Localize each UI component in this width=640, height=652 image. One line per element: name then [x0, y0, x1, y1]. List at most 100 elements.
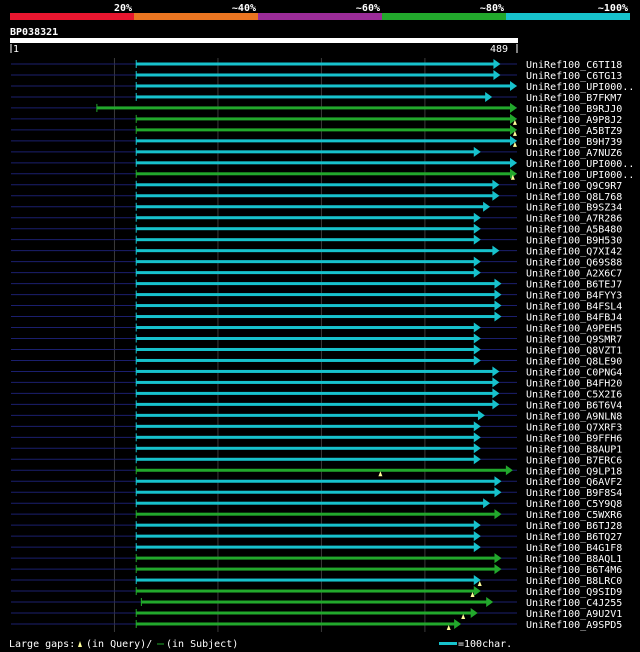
hit-row[interactable]: UniRef100_A7NUZ6: [11, 146, 622, 159]
hit-label[interactable]: UniRef100_Q9SMR7: [526, 335, 622, 346]
hit-bar[interactable]: [136, 62, 495, 66]
hit-row[interactable]: UniRef100_UPI000..: [11, 80, 634, 93]
hit-label[interactable]: UniRef100_B9RJJ0: [526, 104, 622, 115]
hit-bar[interactable]: [136, 282, 496, 286]
hit-bar[interactable]: [136, 402, 494, 406]
hit-row[interactable]: UniRef100_Q8VZT1: [11, 344, 622, 356]
hit-row[interactable]: UniRef100_C6TG13: [11, 69, 622, 82]
hit-row[interactable]: UniRef100_A2X6C7: [11, 267, 622, 280]
hit-row[interactable]: UniRef100_B8LRC0: [11, 575, 622, 587]
hit-bar[interactable]: [136, 84, 511, 88]
hit-label[interactable]: UniRef100_C5Y9Q8: [526, 499, 622, 510]
hit-bar[interactable]: [136, 622, 456, 626]
hit-row[interactable]: UniRef100_B4FBJ4: [11, 311, 622, 324]
hit-label[interactable]: UniRef100_A9NLN8: [526, 411, 622, 422]
hit-bar[interactable]: [136, 271, 475, 275]
hit-row[interactable]: UniRef100_A5B480: [11, 223, 622, 236]
hit-row[interactable]: UniRef100_Q6AVF2: [11, 476, 622, 488]
hit-label[interactable]: UniRef100_B6TJ28: [526, 521, 622, 532]
hit-row[interactable]: UniRef100_Q9SID9: [11, 586, 622, 598]
hit-row[interactable]: UniRef100_Q7XRF3: [11, 421, 622, 433]
hit-bar[interactable]: [136, 227, 475, 231]
hit-row[interactable]: UniRef100_A9U2V1: [11, 608, 622, 620]
hit-label[interactable]: UniRef100_Q8LE90: [526, 356, 622, 367]
hit-row[interactable]: UniRef100_A5BTZ9: [11, 124, 622, 137]
hit-label[interactable]: UniRef100_B4FYY3: [526, 291, 622, 302]
hit-label[interactable]: UniRef100_B9F8S4: [526, 488, 622, 499]
hit-label[interactable]: UniRef100_B6TQ27: [526, 532, 622, 543]
hit-row[interactable]: UniRef100_B6T6V4: [11, 399, 622, 411]
hit-bar[interactable]: [136, 315, 496, 319]
hit-label[interactable]: UniRef100_A9PEH5: [526, 324, 622, 335]
hit-label[interactable]: UniRef100_Q9C9R7: [526, 181, 622, 192]
hit-label[interactable]: UniRef100_Q9SID9: [526, 587, 622, 598]
hit-bar[interactable]: [136, 194, 494, 198]
hit-label[interactable]: UniRef100_A5BTZ9: [526, 126, 622, 137]
hit-label[interactable]: UniRef100_Q69S88: [526, 258, 622, 269]
hit-row[interactable]: UniRef100_B6TQ27: [11, 531, 622, 543]
hit-row[interactable]: UniRef100_A9SPD5: [11, 618, 622, 631]
hit-bar[interactable]: [136, 578, 475, 582]
hit-bar[interactable]: [136, 249, 494, 253]
hit-row[interactable]: UniRef100_Q8L768: [11, 190, 622, 203]
hit-bar[interactable]: [136, 161, 511, 165]
hit-bar[interactable]: [136, 611, 472, 615]
hit-bar[interactable]: [136, 172, 511, 176]
hit-bar[interactable]: [136, 468, 507, 472]
hit-label[interactable]: UniRef100_UPI000..: [526, 170, 634, 181]
hit-row[interactable]: UniRef100_B4FH20: [11, 377, 622, 389]
hit-bar[interactable]: [136, 391, 494, 395]
hit-bar[interactable]: [136, 479, 496, 483]
hit-bar[interactable]: [96, 106, 511, 110]
hit-row[interactable]: UniRef100_A9NLN8: [11, 410, 622, 422]
hit-row[interactable]: UniRef100_C0PNG4: [11, 366, 622, 378]
hit-label[interactable]: UniRef100_Q9LP18: [526, 466, 622, 477]
hit-bar[interactable]: [136, 358, 475, 362]
hit-bar[interactable]: [136, 216, 475, 220]
hit-row[interactable]: UniRef100_Q69S88: [11, 256, 622, 269]
hit-label[interactable]: UniRef100_B9H739: [526, 137, 622, 148]
hit-row[interactable]: UniRef100_A9PEH5: [11, 322, 622, 335]
hit-label[interactable]: UniRef100_B4FSL4: [526, 302, 622, 313]
hit-label[interactable]: UniRef100_B6T6V4: [526, 400, 622, 411]
hit-label[interactable]: UniRef100_A2X6C7: [526, 269, 622, 280]
hit-bar[interactable]: [136, 435, 475, 439]
hit-label[interactable]: UniRef100_B6T4M6: [526, 565, 622, 576]
hit-label[interactable]: UniRef100_A7NUZ6: [526, 148, 622, 159]
hit-row[interactable]: UniRef100_C5WXR6: [11, 509, 622, 521]
hit-bar[interactable]: [136, 205, 485, 209]
hit-label[interactable]: UniRef100_B7ERC6: [526, 455, 622, 466]
hit-row[interactable]: UniRef100_B6TEJ7: [11, 278, 622, 291]
hit-row[interactable]: UniRef100_B4FYY3: [11, 289, 622, 302]
hit-label[interactable]: UniRef100_A9U2V1: [526, 609, 622, 620]
hit-label[interactable]: UniRef100_B4FBJ4: [526, 313, 622, 324]
hit-bar[interactable]: [136, 183, 494, 187]
hit-label[interactable]: UniRef100_C5WXR6: [526, 510, 622, 521]
hit-bar[interactable]: [136, 260, 475, 264]
hit-label[interactable]: UniRef100_Q6AVF2: [526, 477, 622, 488]
hit-bar[interactable]: [136, 424, 475, 428]
hit-row[interactable]: UniRef100_B4FSL4: [11, 300, 622, 313]
hit-label[interactable]: UniRef100_B8LRC0: [526, 576, 622, 587]
hit-row[interactable]: UniRef100_Q9SMR7: [11, 333, 622, 346]
hit-label[interactable]: UniRef100_UPI000..: [526, 159, 634, 170]
hit-bar[interactable]: [136, 457, 475, 461]
hit-bar[interactable]: [136, 490, 496, 494]
hit-bar[interactable]: [136, 337, 475, 340]
hit-row[interactable]: UniRef100_B7ERC6: [11, 454, 622, 466]
hit-row[interactable]: UniRef100_B7FKM7: [11, 91, 622, 104]
hit-bar[interactable]: [136, 446, 475, 450]
hit-row[interactable]: UniRef100_B6TJ28: [11, 520, 622, 532]
hit-row[interactable]: UniRef100_B9FFH6: [11, 432, 622, 444]
hit-label[interactable]: UniRef100_C4J255: [526, 598, 622, 609]
hit-bar[interactable]: [136, 347, 475, 351]
hit-row[interactable]: UniRef100_B9SZ34: [11, 201, 622, 214]
hit-bar[interactable]: [136, 95, 487, 99]
hit-label[interactable]: UniRef100_B9FFH6: [526, 433, 622, 444]
hit-row[interactable]: UniRef100_B8AQL1: [11, 553, 622, 565]
hit-label[interactable]: UniRef100_A7R286: [526, 214, 622, 225]
hit-label[interactable]: UniRef100_B6TEJ7: [526, 280, 622, 291]
hit-bar[interactable]: [136, 128, 511, 132]
hit-label[interactable]: UniRef100_Q8L768: [526, 192, 622, 203]
hit-label[interactable]: UniRef100_A9P8J2: [526, 115, 622, 126]
